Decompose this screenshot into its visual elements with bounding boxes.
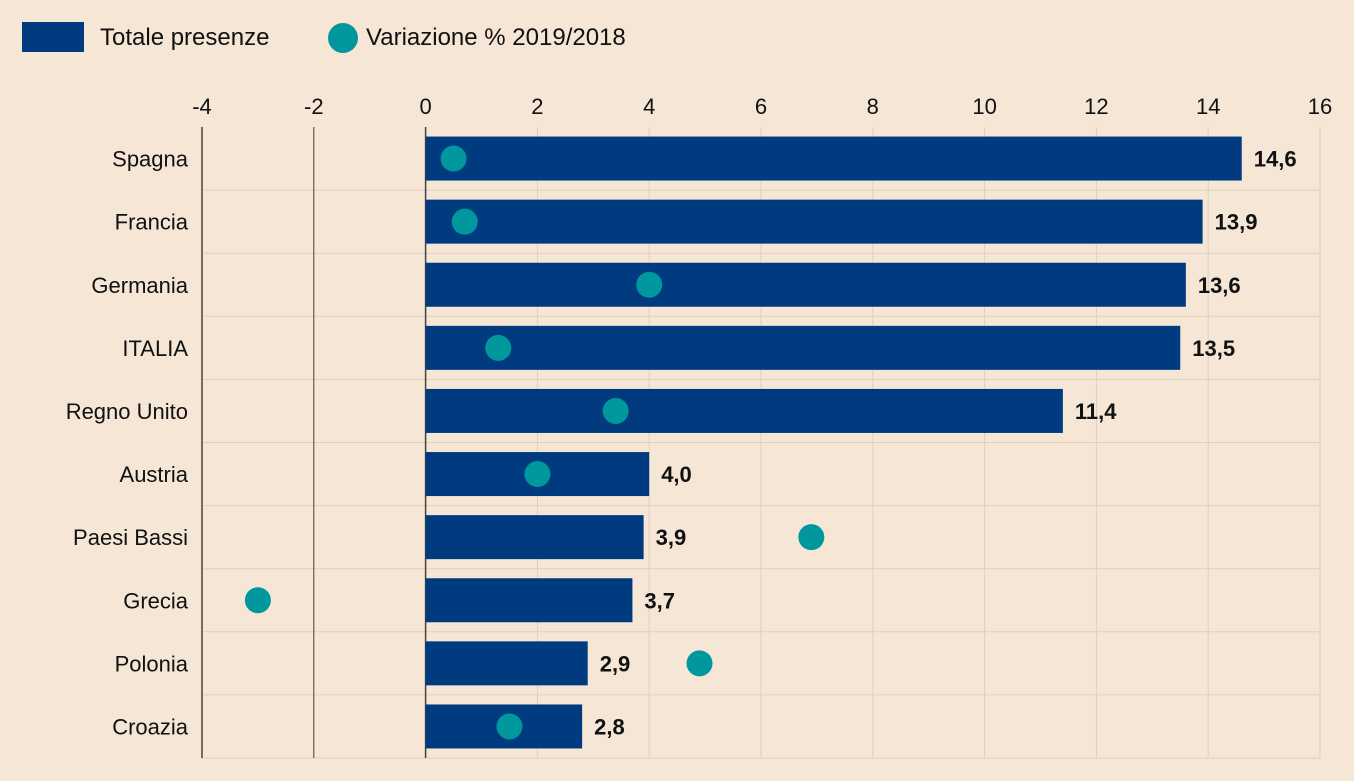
- variation-dot: [636, 271, 663, 298]
- category-label: ITALIA: [122, 336, 188, 361]
- category-label: Francia: [115, 210, 189, 235]
- bar-value-label: 2,9: [600, 651, 631, 676]
- x-tick-label: 14: [1196, 94, 1220, 119]
- variation-dot: [798, 524, 825, 551]
- variation-dot: [440, 145, 467, 172]
- bar: [425, 578, 633, 623]
- bar-value-label: 14,6: [1254, 147, 1297, 172]
- legend-label-bar: Totale presenze: [100, 24, 270, 51]
- category-label: Polonia: [115, 651, 189, 676]
- x-tick-label: -2: [304, 94, 324, 119]
- bar-value-label: 2,8: [594, 714, 625, 739]
- variation-dot: [485, 334, 512, 361]
- category-label: Paesi Bassi: [73, 525, 188, 550]
- x-tick-label: 16: [1308, 94, 1332, 119]
- x-tick-label: -4: [192, 94, 212, 119]
- bar: [425, 641, 588, 686]
- category-label: Austria: [120, 462, 189, 487]
- bar-value-label: 3,7: [644, 588, 675, 613]
- bar: [425, 325, 1181, 370]
- bar: [425, 199, 1203, 244]
- bar-value-label: 13,6: [1198, 273, 1241, 298]
- legend-swatch-dot: [328, 23, 358, 53]
- bar-value-label: 11,4: [1075, 399, 1117, 424]
- bar-value-label: 13,9: [1215, 210, 1258, 235]
- x-tick-label: 2: [531, 94, 543, 119]
- bar: [425, 136, 1242, 181]
- variation-dot: [451, 208, 478, 235]
- x-tick-label: 8: [867, 94, 879, 119]
- category-label: Grecia: [123, 588, 189, 613]
- variation-dot: [244, 587, 271, 614]
- x-tick-label: 0: [419, 94, 431, 119]
- variation-dot: [496, 713, 523, 740]
- category-label: Spagna: [112, 147, 189, 172]
- variation-dot: [686, 650, 713, 677]
- x-tick-label: 10: [972, 94, 996, 119]
- category-label: Germania: [91, 273, 188, 298]
- x-tick-label: 6: [755, 94, 767, 119]
- x-tick-label: 12: [1084, 94, 1108, 119]
- bar: [425, 262, 1186, 307]
- bar: [425, 388, 1063, 433]
- category-label: Regno Unito: [66, 399, 188, 424]
- x-tick-label: 4: [643, 94, 655, 119]
- variation-dot: [602, 397, 629, 424]
- legend-swatch-bar: [22, 22, 84, 52]
- variation-dot: [524, 461, 551, 488]
- legend-label-dot: Variazione % 2019/2018: [366, 24, 626, 51]
- bar-value-label: 13,5: [1192, 336, 1235, 361]
- bar-value-label: 3,9: [656, 525, 687, 550]
- bar-value-label: 4,0: [661, 462, 692, 487]
- bar: [425, 515, 644, 560]
- category-label: Croazia: [112, 714, 189, 739]
